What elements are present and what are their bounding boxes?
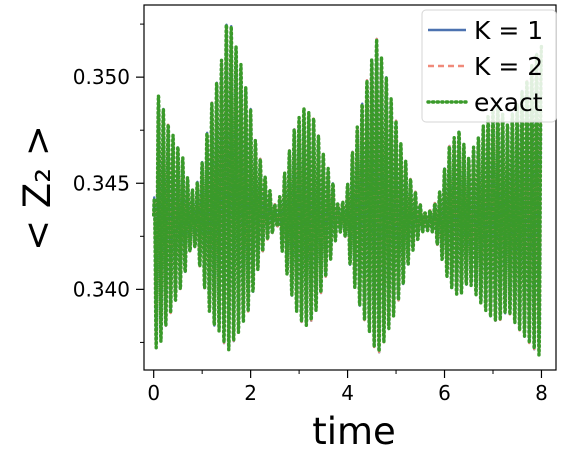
x-tick-label: 2: [244, 381, 257, 405]
x-tick-label: 0: [147, 381, 160, 405]
y-axis-label: < Z₂ >: [16, 125, 59, 251]
y-tick-label: 0.340: [73, 277, 130, 301]
plot-frame: [143, 4, 557, 371]
ticks-layer: 0 2 4 6 8 0.340 0.345 0.350: [73, 23, 548, 405]
x-tick-label: 6: [438, 381, 451, 405]
legend-label: exact: [474, 88, 543, 117]
legend-label: K = 1: [474, 16, 543, 45]
series-line-dotted: [151, 22, 544, 357]
x-axis-label: time: [312, 410, 396, 453]
x-tick-label: 8: [535, 381, 548, 405]
legend: K = 1 K = 2 exact: [421, 9, 557, 123]
legend-label: K = 2: [474, 52, 543, 81]
legend-box: [421, 9, 557, 123]
series-layer: [151, 22, 544, 357]
y-tick-label: 0.350: [73, 65, 130, 89]
x-tick-label: 4: [341, 381, 354, 405]
y-tick-label: 0.345: [73, 171, 130, 195]
